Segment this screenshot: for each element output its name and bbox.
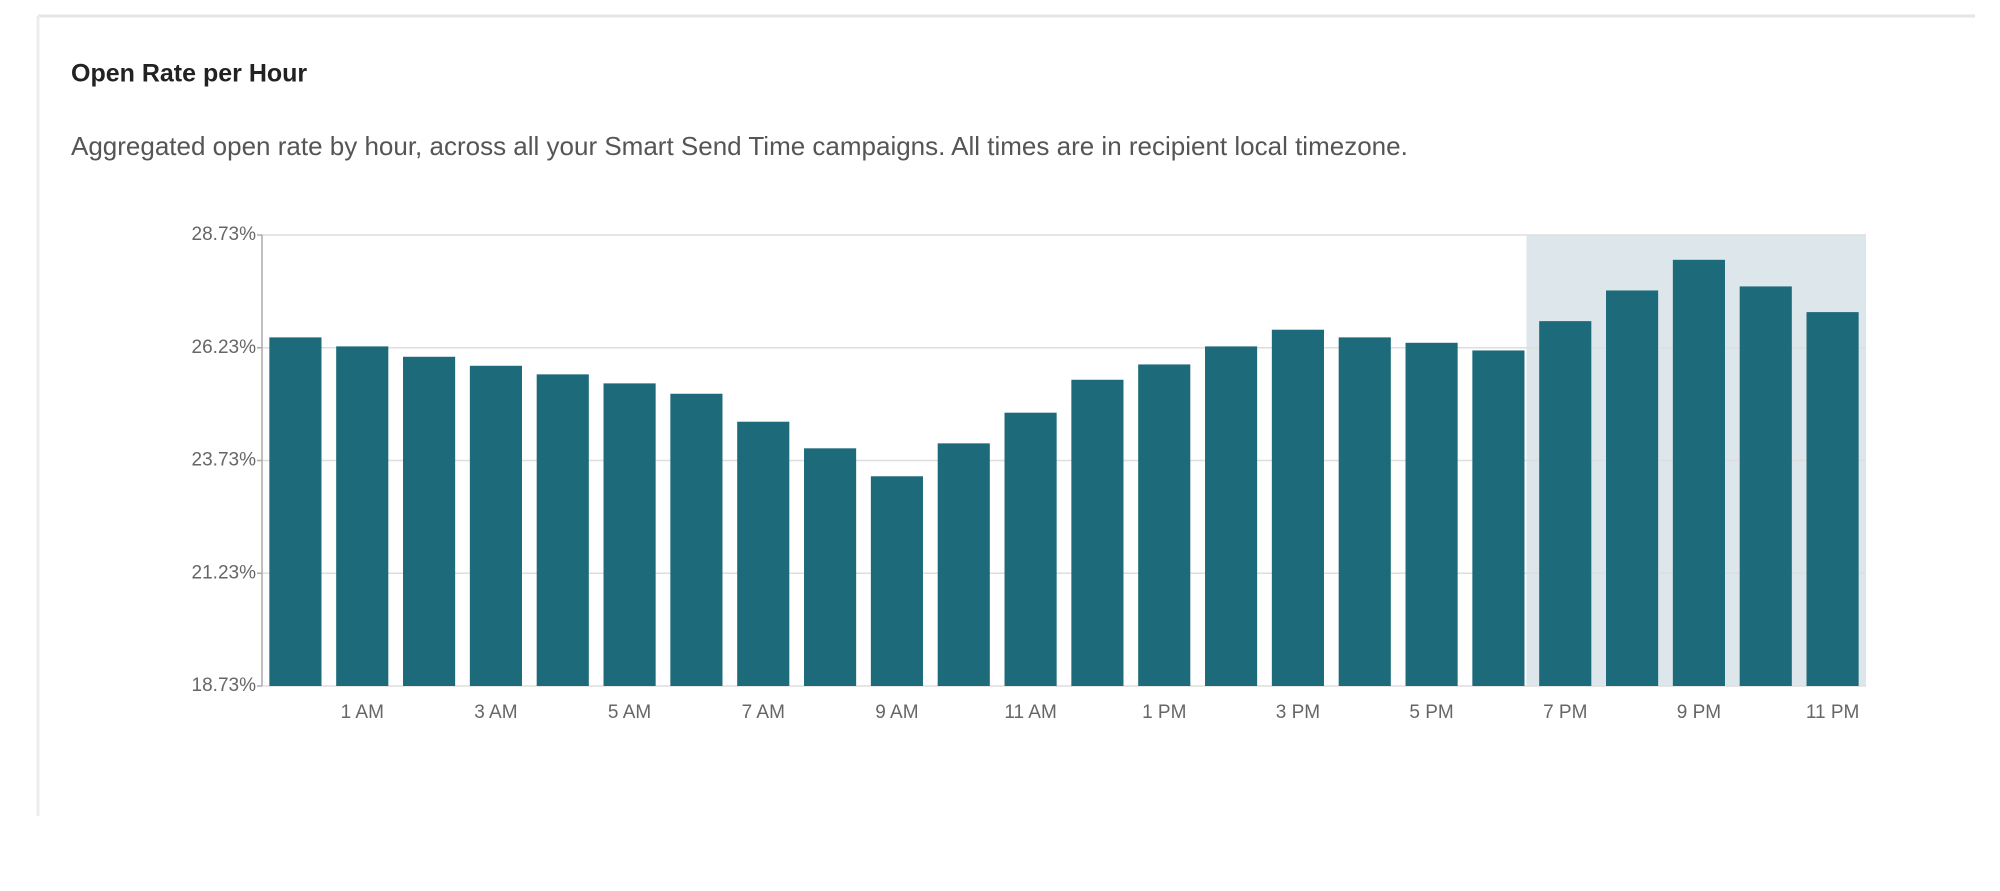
bar: [536, 374, 589, 686]
bar: [870, 476, 923, 686]
bar: [1004, 412, 1057, 686]
y-tick-label: 18.73%: [192, 675, 257, 696]
x-tick-label: 9 PM: [1677, 702, 1721, 723]
chart-subtitle: Aggregated open rate by hour, across all…: [71, 131, 1408, 161]
y-tick-label: 21.23%: [192, 562, 257, 583]
x-tick-label: 1 AM: [341, 702, 384, 723]
bar: [1739, 286, 1792, 686]
bar: [670, 393, 723, 686]
x-tick-label: 11 PM: [1806, 702, 1860, 723]
bar: [1472, 350, 1525, 686]
y-tick-label: 23.73%: [192, 450, 257, 471]
x-tick-label: 5 AM: [608, 702, 651, 723]
bar: [403, 356, 456, 686]
bar: [1071, 379, 1124, 686]
x-tick-label: 3 AM: [474, 702, 517, 723]
bar: [1806, 312, 1859, 686]
bar: [1405, 342, 1458, 686]
bar: [336, 346, 389, 686]
bar: [1606, 290, 1659, 686]
bar: [804, 448, 857, 686]
x-tick-label: 11 AM: [1004, 702, 1056, 723]
bar: [269, 337, 322, 686]
x-tick-label: 1 PM: [1142, 702, 1186, 723]
bar: [469, 365, 522, 686]
y-tick-label: 28.73%: [192, 224, 257, 245]
y-tick-label: 26.23%: [192, 337, 257, 358]
bar: [1338, 337, 1391, 686]
x-tick-label: 7 PM: [1543, 702, 1587, 723]
x-tick-label: 9 AM: [875, 702, 918, 723]
bar: [1205, 346, 1258, 686]
bar: [937, 443, 990, 686]
bar: [1672, 259, 1725, 686]
x-tick-label: 3 PM: [1276, 702, 1320, 723]
bar: [737, 421, 790, 686]
x-tick-label: 5 PM: [1409, 702, 1453, 723]
chart-title: Open Rate per Hour: [71, 60, 307, 88]
bar: [1138, 364, 1191, 686]
x-tick-label: 7 AM: [742, 702, 785, 723]
bar: [1271, 329, 1324, 686]
bar: [603, 383, 656, 686]
bar: [1539, 321, 1592, 686]
